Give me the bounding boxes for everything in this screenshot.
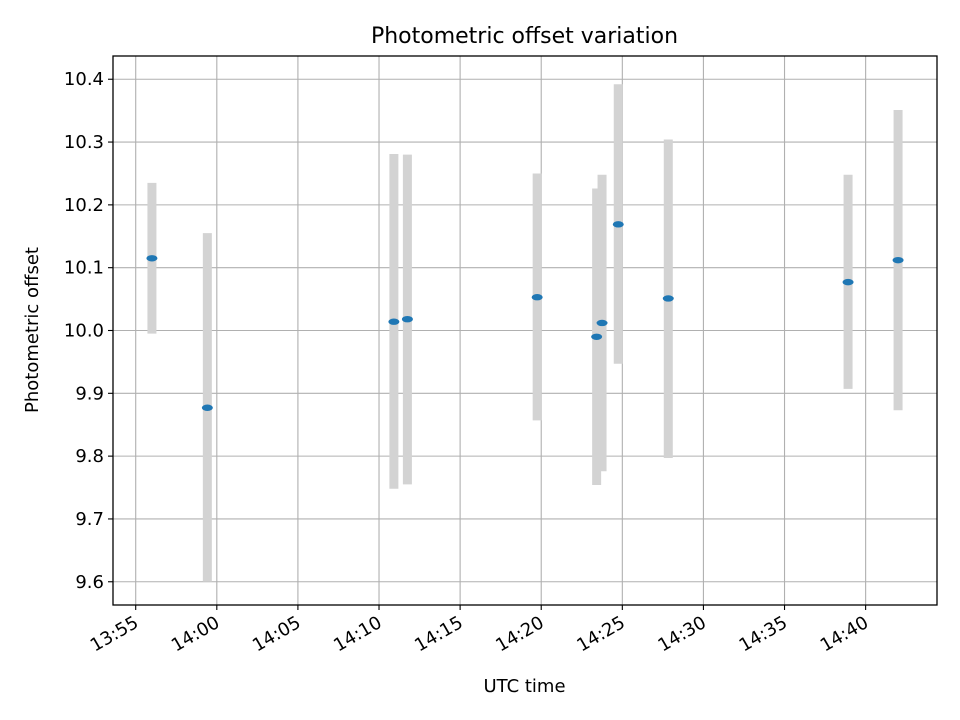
y-tick-label: 9.6 bbox=[75, 572, 104, 593]
chart-title: Photometric offset variation bbox=[371, 24, 678, 49]
data-point bbox=[201, 404, 213, 411]
y-tick-label: 10.2 bbox=[64, 195, 104, 216]
y-tick-label: 9.9 bbox=[75, 383, 104, 404]
y-tick-label: 9.7 bbox=[75, 509, 104, 530]
data-point bbox=[892, 256, 904, 264]
y-tick-label: 9.8 bbox=[75, 446, 104, 467]
data-point bbox=[531, 294, 543, 301]
x-axis-label: UTC time bbox=[483, 676, 565, 697]
data-point bbox=[612, 221, 624, 228]
data-point bbox=[401, 315, 413, 323]
data-point bbox=[596, 319, 608, 327]
data-point bbox=[591, 333, 603, 340]
y-tick-label: 10.4 bbox=[64, 69, 104, 90]
y-tick-label: 10.0 bbox=[64, 321, 104, 342]
data-markers bbox=[146, 221, 904, 411]
data-point bbox=[146, 255, 158, 262]
data-point bbox=[662, 295, 674, 302]
data-point bbox=[388, 318, 400, 325]
y-axis-label: Photometric offset bbox=[22, 247, 43, 413]
y-tick-label: 10.1 bbox=[64, 258, 104, 279]
y-axis-ticks: 9.6 9.7 9.8 9.9 10.0 10.1 10.2 10.3 10.4 bbox=[64, 69, 113, 593]
data-point bbox=[842, 278, 854, 286]
grid-lines bbox=[113, 56, 937, 605]
y-tick-label: 10.3 bbox=[64, 132, 104, 153]
